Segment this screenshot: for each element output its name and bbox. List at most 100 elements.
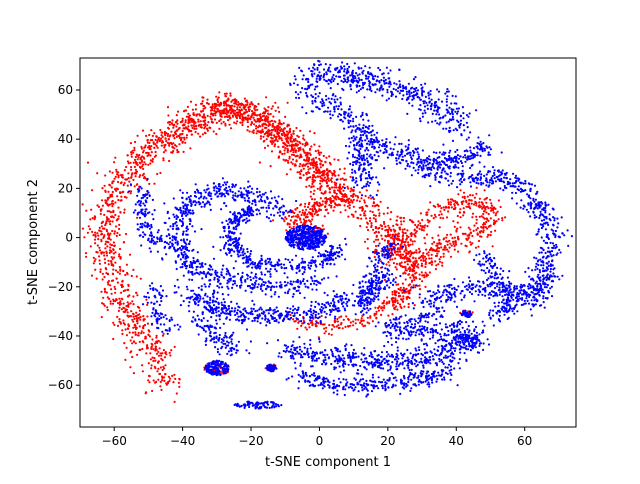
data-point — [124, 232, 128, 236]
data-point — [433, 213, 436, 216]
data-point — [272, 285, 276, 288]
data-point — [319, 163, 322, 166]
blue-class-points — [128, 59, 574, 410]
data-point — [116, 315, 119, 318]
data-point — [174, 261, 178, 264]
data-point — [290, 215, 293, 219]
data-point — [93, 238, 97, 241]
data-point — [181, 217, 184, 220]
data-point — [490, 209, 493, 212]
data-point — [475, 218, 478, 221]
data-point — [271, 285, 274, 288]
data-point — [130, 153, 133, 156]
data-point — [339, 192, 342, 195]
data-point — [121, 298, 124, 301]
data-point — [227, 293, 230, 296]
data-point — [119, 268, 122, 271]
data-point — [222, 184, 225, 187]
data-point — [112, 272, 115, 276]
data-point — [162, 376, 166, 379]
data-point — [335, 186, 338, 189]
data-point — [241, 275, 244, 278]
data-point — [457, 193, 460, 196]
data-point — [200, 205, 203, 208]
data-point — [244, 108, 247, 111]
data-point — [251, 261, 254, 264]
data-point — [315, 239, 318, 242]
data-point — [410, 251, 413, 254]
data-point — [471, 234, 474, 238]
data-point — [234, 183, 237, 186]
data-point — [286, 144, 289, 147]
data-point — [446, 240, 449, 243]
data-point — [405, 234, 408, 237]
data-point — [226, 285, 229, 288]
data-point — [207, 267, 210, 270]
data-point — [311, 218, 314, 221]
data-point — [398, 288, 402, 291]
data-point — [126, 154, 129, 157]
data-point — [294, 150, 297, 154]
data-point — [400, 306, 403, 310]
data-point — [134, 161, 137, 164]
data-point — [458, 211, 462, 214]
data-point — [319, 186, 322, 190]
data-point — [225, 219, 228, 222]
data-point — [223, 367, 226, 370]
data-point — [380, 313, 383, 316]
data-point — [447, 202, 450, 206]
data-point — [248, 108, 251, 111]
data-point — [149, 154, 152, 157]
data-point — [297, 289, 300, 292]
data-point — [150, 367, 153, 370]
data-point — [411, 240, 414, 243]
data-point — [354, 210, 357, 213]
data-point — [342, 318, 345, 321]
data-point — [180, 253, 183, 256]
data-point — [276, 128, 279, 131]
data-point — [140, 332, 143, 335]
data-point — [309, 321, 312, 324]
data-point — [238, 237, 241, 240]
data-point — [437, 263, 440, 266]
data-point — [337, 174, 340, 177]
data-point — [135, 275, 138, 278]
data-point — [394, 250, 397, 253]
data-point — [396, 299, 399, 302]
data-point — [145, 134, 148, 137]
data-point — [389, 256, 392, 259]
data-point — [128, 180, 131, 183]
data-point — [279, 151, 282, 154]
data-point — [340, 315, 343, 318]
data-point — [295, 237, 298, 241]
data-point — [419, 212, 422, 215]
data-point — [193, 230, 197, 233]
data-point — [184, 141, 187, 144]
data-point — [234, 225, 237, 228]
data-point — [190, 133, 193, 136]
data-point — [239, 117, 242, 120]
data-point — [212, 366, 215, 369]
data-point — [364, 194, 367, 198]
data-point — [299, 129, 302, 132]
data-point — [110, 288, 113, 291]
data-point — [267, 261, 270, 264]
data-point — [228, 185, 231, 188]
data-point — [418, 273, 421, 276]
data-point — [211, 268, 214, 271]
data-point — [118, 297, 121, 300]
data-point — [292, 153, 295, 157]
data-point — [324, 249, 327, 253]
data-point — [199, 196, 202, 199]
data-point — [125, 346, 128, 349]
data-point — [191, 126, 194, 129]
data-point — [204, 132, 207, 135]
data-point — [100, 199, 104, 202]
data-point — [283, 127, 286, 130]
data-point — [195, 260, 198, 263]
data-point — [131, 300, 134, 303]
data-point — [315, 171, 318, 174]
data-point — [225, 186, 228, 189]
data-point — [250, 122, 253, 125]
data-point — [360, 317, 363, 320]
